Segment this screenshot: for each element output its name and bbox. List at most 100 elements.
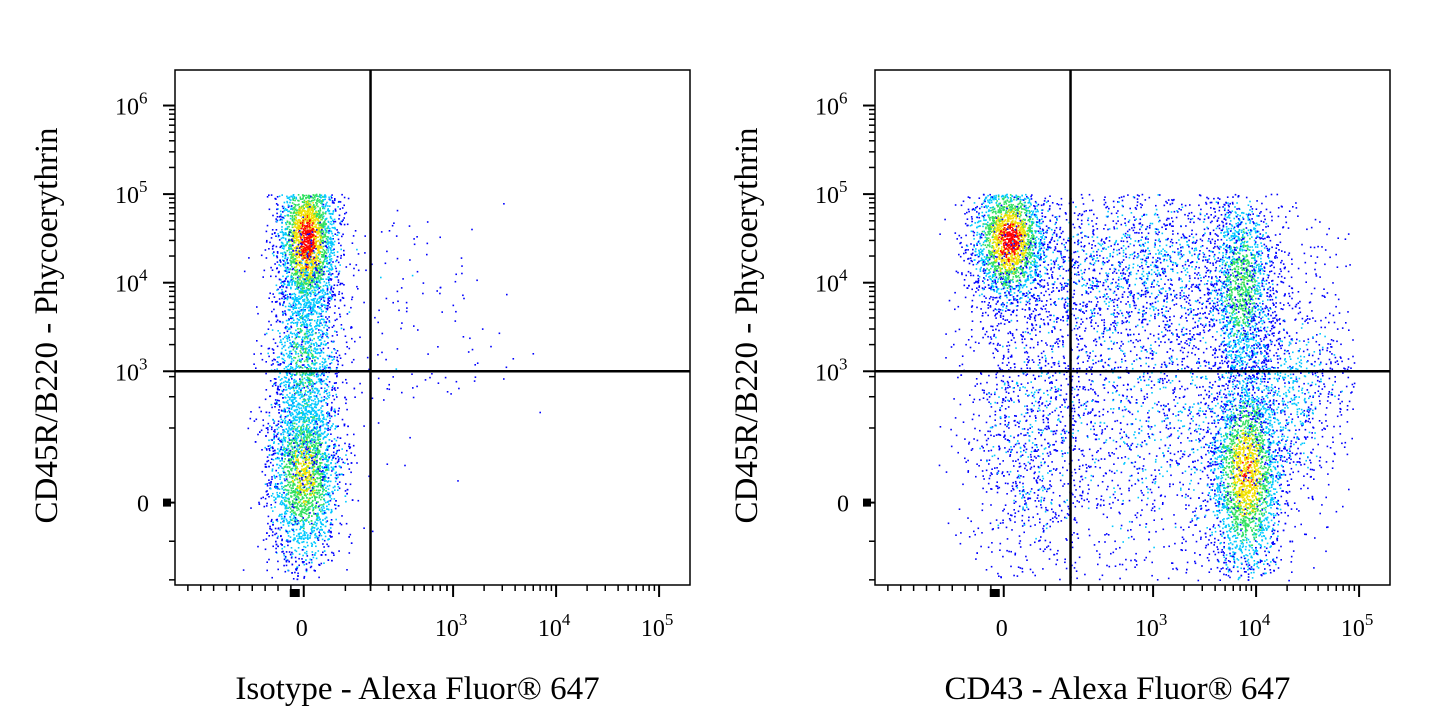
event-dot [304, 239, 306, 241]
event-dot [335, 481, 337, 483]
event-dot [300, 463, 302, 465]
event-dot [282, 211, 284, 213]
event-dot [319, 207, 321, 209]
event-dot [296, 287, 298, 289]
event-dot [354, 455, 356, 457]
event-dot [271, 519, 273, 521]
event-dot [312, 197, 314, 199]
event-dot [266, 561, 268, 563]
event-dot [276, 476, 278, 478]
event-dot [311, 213, 313, 215]
event-dot [316, 418, 318, 420]
event-dot [292, 553, 294, 555]
event-dot [322, 212, 324, 214]
event-dot [283, 389, 285, 391]
event-dot [315, 241, 317, 243]
event-dot [330, 221, 332, 223]
event-dot [316, 294, 318, 296]
event-dot [314, 197, 316, 199]
event-dot [282, 311, 284, 313]
event-dot [326, 271, 328, 273]
event-dot [310, 506, 312, 508]
event-dot [300, 292, 302, 294]
event-dot [314, 383, 316, 385]
event-dot [331, 552, 333, 554]
event-dot [301, 246, 303, 248]
event-dot [289, 197, 291, 199]
event-dot [342, 462, 344, 464]
event-dot [257, 434, 259, 436]
event-dot [286, 467, 288, 469]
event-dot [327, 416, 329, 418]
event-dot [309, 226, 311, 228]
event-dot [288, 525, 290, 527]
event-dot [316, 489, 318, 491]
event-dot [297, 299, 299, 301]
event-dot [317, 501, 319, 503]
event-dot [347, 426, 349, 428]
event-dot [315, 290, 317, 292]
event-dot [267, 485, 269, 487]
event-dot [320, 300, 322, 302]
event-dot [316, 195, 318, 197]
event-dot [271, 407, 273, 409]
event-dot [285, 267, 287, 269]
event-dot [301, 407, 303, 409]
event-dot [289, 399, 291, 401]
event-dot [324, 510, 326, 512]
event-dot [344, 462, 346, 464]
event-dot [277, 233, 279, 235]
event-dot [342, 234, 344, 236]
event-dot [276, 221, 278, 223]
event-dot [298, 242, 300, 244]
event-dot [339, 215, 341, 217]
event-dot [326, 455, 328, 457]
event-dot [334, 254, 336, 256]
event-dot [328, 327, 330, 329]
event-dot [329, 268, 331, 270]
event-dot [313, 239, 315, 241]
event-dot [338, 486, 340, 488]
event-dot [292, 487, 294, 489]
event-dot [286, 551, 288, 553]
event-dot [301, 542, 303, 544]
event-dot [300, 511, 302, 513]
event-dot [329, 254, 331, 256]
event-dot [280, 265, 282, 267]
event-dot [301, 510, 303, 512]
event-dot [320, 202, 322, 204]
event-dot [302, 535, 304, 537]
event-dot [312, 486, 314, 488]
event-dot [290, 215, 292, 217]
event-dot [281, 289, 283, 291]
event-dot [322, 543, 324, 545]
event-dot [322, 264, 324, 266]
event-dot [300, 495, 302, 497]
plot-frame [175, 70, 690, 585]
event-dot [333, 223, 335, 225]
event-dot [278, 432, 280, 434]
event-dot [335, 221, 337, 223]
event-dot [283, 296, 285, 298]
event-dot [319, 275, 321, 277]
event-dot [295, 204, 297, 206]
event-dot [325, 487, 327, 489]
event-dot [284, 258, 286, 260]
event-dot [291, 235, 293, 237]
event-dot [283, 497, 285, 499]
event-dot [353, 434, 355, 436]
event-dot [271, 454, 273, 456]
event-dot [291, 412, 293, 414]
event-dot [332, 395, 334, 397]
event-dot [277, 400, 279, 402]
event-dot [306, 266, 308, 268]
event-dot [304, 484, 306, 486]
event-dot [329, 256, 331, 258]
event-dot [267, 523, 269, 525]
event-dot [336, 475, 338, 477]
event-dot [304, 299, 306, 301]
event-dot [330, 524, 332, 526]
event-dot [322, 539, 324, 541]
event-dot [283, 461, 285, 463]
event-dot [334, 489, 336, 491]
